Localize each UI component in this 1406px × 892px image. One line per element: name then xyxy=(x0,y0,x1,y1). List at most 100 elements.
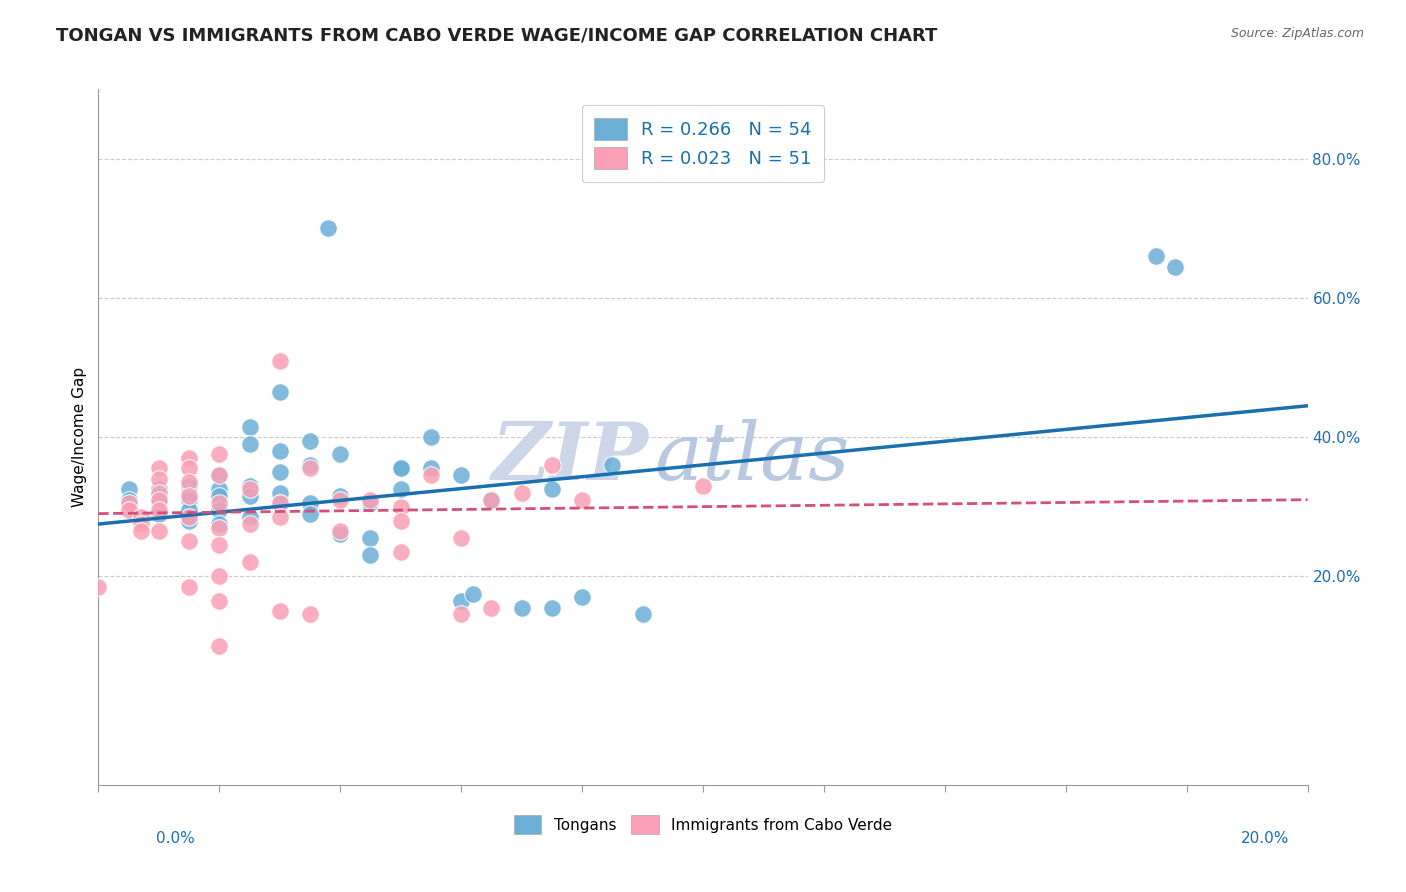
Point xyxy=(118,492,141,507)
Point xyxy=(510,485,533,500)
Point xyxy=(420,461,443,475)
Point xyxy=(239,482,262,496)
Point xyxy=(463,587,485,601)
Point xyxy=(269,444,291,458)
Point xyxy=(118,482,141,496)
Point xyxy=(148,492,170,507)
Point xyxy=(208,468,231,483)
Point xyxy=(179,450,201,465)
Point xyxy=(239,479,262,493)
Point xyxy=(389,514,412,528)
Point xyxy=(269,496,291,510)
Point xyxy=(389,500,412,514)
Point xyxy=(179,485,201,500)
Point xyxy=(360,549,382,563)
Point xyxy=(179,580,201,594)
Point xyxy=(510,600,533,615)
Point xyxy=(129,524,152,538)
Point xyxy=(299,434,322,448)
Point xyxy=(208,482,231,496)
Point xyxy=(329,527,352,541)
Point xyxy=(571,492,593,507)
Point xyxy=(129,510,152,524)
Point xyxy=(118,496,141,510)
Point xyxy=(208,468,231,483)
Point xyxy=(208,538,231,552)
Point xyxy=(269,510,291,524)
Point xyxy=(420,430,443,444)
Point xyxy=(299,496,322,510)
Point xyxy=(450,468,472,483)
Point xyxy=(118,503,141,517)
Point xyxy=(208,520,231,534)
Point xyxy=(299,461,322,475)
Point xyxy=(571,590,593,604)
Point xyxy=(239,419,262,434)
Point xyxy=(692,479,714,493)
Point xyxy=(481,600,503,615)
Point xyxy=(208,503,231,517)
Point xyxy=(179,510,201,524)
Point xyxy=(179,479,201,493)
Point xyxy=(481,492,503,507)
Point xyxy=(299,458,322,472)
Point xyxy=(269,604,291,618)
Point xyxy=(540,600,562,615)
Point xyxy=(450,607,472,622)
Point xyxy=(148,496,170,510)
Point xyxy=(540,458,562,472)
Point xyxy=(420,468,443,483)
Point xyxy=(179,461,201,475)
Point xyxy=(329,524,352,538)
Point xyxy=(148,507,170,521)
Point xyxy=(299,507,322,521)
Point xyxy=(179,489,201,503)
Text: ZIP: ZIP xyxy=(492,419,648,497)
Point xyxy=(129,516,152,531)
Point xyxy=(179,475,201,490)
Point xyxy=(631,607,654,622)
Point xyxy=(269,485,291,500)
Point xyxy=(179,514,201,528)
Point xyxy=(208,496,231,510)
Point xyxy=(239,510,262,524)
Point xyxy=(329,492,352,507)
Point xyxy=(481,492,503,507)
Text: TONGAN VS IMMIGRANTS FROM CABO VERDE WAGE/INCOME GAP CORRELATION CHART: TONGAN VS IMMIGRANTS FROM CABO VERDE WAG… xyxy=(56,27,938,45)
Legend: Tongans, Immigrants from Cabo Verde: Tongans, Immigrants from Cabo Verde xyxy=(508,809,898,840)
Text: atlas: atlas xyxy=(655,419,851,497)
Point xyxy=(208,593,231,607)
Point xyxy=(239,555,262,569)
Y-axis label: Wage/Income Gap: Wage/Income Gap xyxy=(72,367,87,508)
Point xyxy=(269,496,291,510)
Point xyxy=(148,485,170,500)
Point xyxy=(316,221,339,235)
Text: 0.0%: 0.0% xyxy=(156,831,195,846)
Point xyxy=(602,458,624,472)
Point xyxy=(1163,260,1185,274)
Point xyxy=(450,593,472,607)
Point xyxy=(239,437,262,451)
Point xyxy=(329,489,352,503)
Point xyxy=(208,448,231,462)
Point xyxy=(389,461,412,475)
Point xyxy=(360,531,382,545)
Point xyxy=(148,489,170,503)
Text: Source: ZipAtlas.com: Source: ZipAtlas.com xyxy=(1230,27,1364,40)
Point xyxy=(239,489,262,503)
Point xyxy=(148,524,170,538)
Point xyxy=(269,384,291,399)
Point xyxy=(208,516,231,531)
Point xyxy=(389,461,412,475)
Point xyxy=(269,465,291,479)
Point xyxy=(208,489,231,503)
Point xyxy=(208,639,231,653)
Point xyxy=(540,482,562,496)
Point xyxy=(179,503,201,517)
Point xyxy=(299,607,322,622)
Point xyxy=(179,534,201,549)
Point xyxy=(329,448,352,462)
Point xyxy=(389,482,412,496)
Point xyxy=(87,580,110,594)
Point xyxy=(269,353,291,368)
